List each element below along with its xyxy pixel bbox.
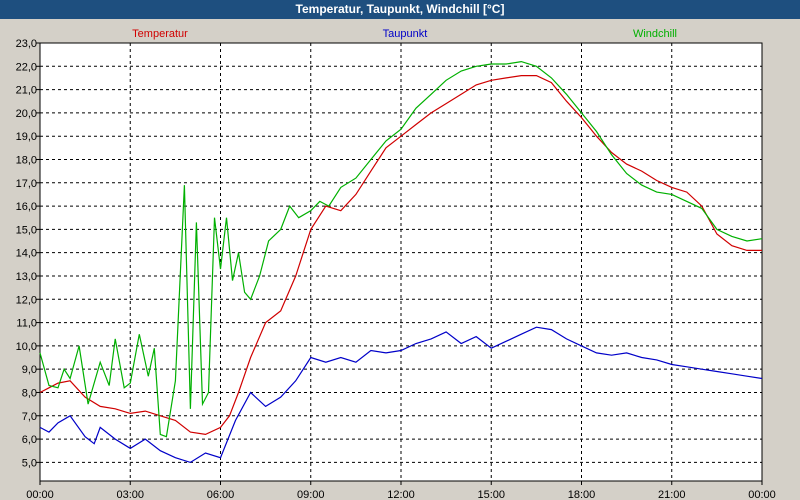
y-axis-ticks: 23,0 22,0 21,0 20,0 19,0 18,0 17,0 16,0 15,0 14,0… (16, 38, 40, 469)
y-tick-label: 10,0 (16, 341, 37, 353)
y-tick-label: 5,0 (22, 457, 37, 469)
x-tick-time: 18:00 (568, 489, 596, 500)
series-line-taupunkt (39, 326, 763, 464)
y-tick-label: 22,0 (16, 61, 37, 73)
x-tick-time: 00:00 (748, 489, 776, 500)
x-tick-time: 03:00 (116, 489, 144, 500)
legend: Temperatur Taupunkt Windchill (132, 28, 677, 40)
chart-canvas: 23,0 22,0 21,0 20,0 19,0 18,0 17,0 16,0 15,0 14,0… (16, 28, 776, 500)
series-line-windchill (39, 60, 763, 438)
y-tick-label: 16,0 (16, 201, 37, 213)
y-tick-label: 9,0 (22, 364, 37, 376)
x-tick-time: 06:00 (207, 489, 235, 500)
y-tick-label: 6,0 (22, 434, 37, 446)
x-tick-time: 12:00 (387, 489, 415, 500)
y-tick-label: 12,0 (16, 294, 37, 306)
y-tick-label: 7,0 (22, 411, 37, 423)
y-tick-label: 17,0 (16, 178, 37, 190)
y-tick-label: 8,0 (22, 387, 37, 399)
y-tick-label: 15,0 (16, 224, 37, 236)
x-axis-ticks: 00:0010.04.0903:0010.04.0906:0010.04.090… (26, 481, 776, 500)
x-tick-time: 00:00 (26, 489, 54, 500)
legend-taupunkt: Taupunkt (383, 28, 428, 40)
series-line-temperatur (39, 74, 762, 436)
y-tick-label: 13,0 (16, 271, 37, 283)
window-title: Temperatur, Taupunkt, Windchill [°C] (0, 0, 800, 19)
x-tick-time: 21:00 (658, 489, 686, 500)
grid (40, 42, 762, 481)
series-lines (39, 60, 763, 464)
y-tick-label: 14,0 (16, 248, 37, 260)
y-tick-label: 19,0 (16, 131, 37, 143)
y-tick-label: 20,0 (16, 108, 37, 120)
y-tick-label: 11,0 (16, 318, 37, 330)
y-tick-label: 21,0 (16, 85, 37, 97)
y-tick-label: 23,0 (16, 38, 37, 50)
legend-temperatur: Temperatur (132, 28, 188, 40)
x-tick-time: 09:00 (297, 489, 325, 500)
y-tick-label: 18,0 (16, 154, 37, 166)
x-tick-time: 15:00 (477, 489, 505, 500)
legend-windchill: Windchill (633, 28, 677, 40)
